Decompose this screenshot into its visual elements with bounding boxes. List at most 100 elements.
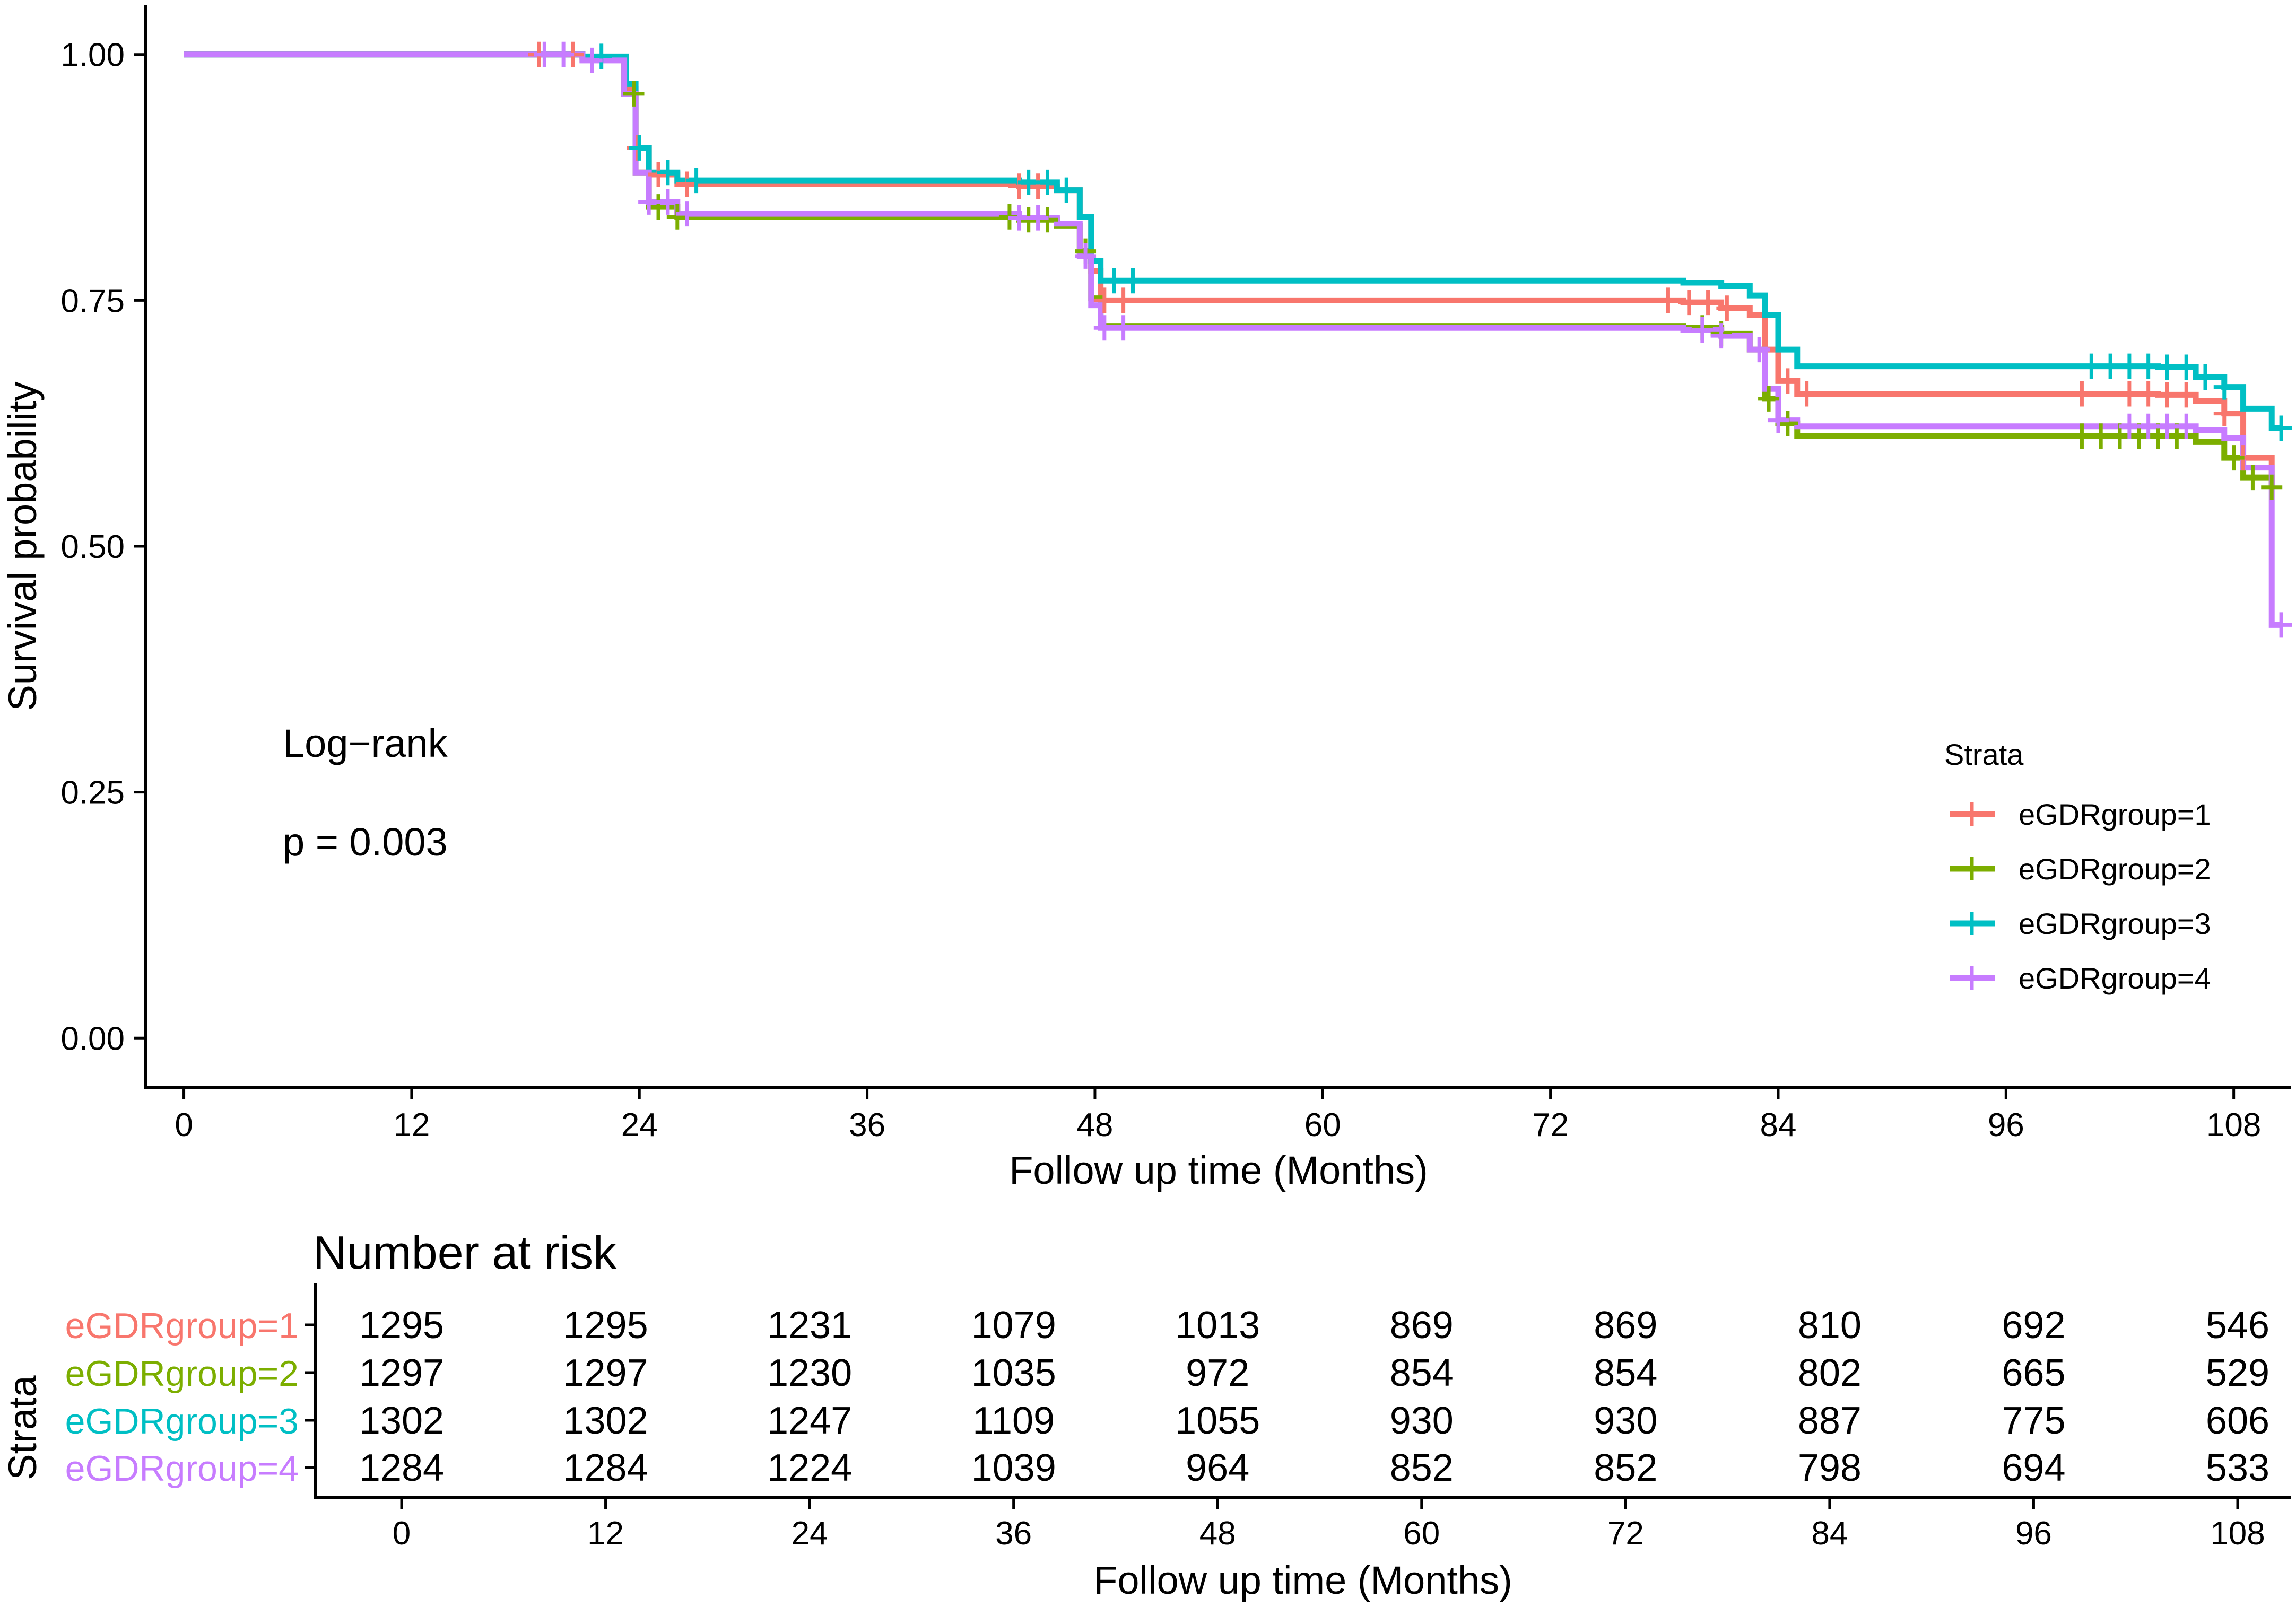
- risk-cell-1-84: 810: [1798, 1304, 1862, 1347]
- risk-cell-3-0: 1302: [359, 1400, 444, 1442]
- risk-cell-2-36: 1035: [971, 1352, 1056, 1394]
- censor-mark-4-14: [1749, 337, 1770, 363]
- risk-cell-3-36: 1109: [972, 1400, 1055, 1442]
- y-axis-ticks: 0.00 0.25 0.50 0.75 1.00: [60, 37, 146, 1057]
- log-rank-label: Log−rank: [283, 721, 448, 765]
- censor-mark-2-12: [2071, 423, 2093, 449]
- y-axis-title: Survival probability: [1, 381, 45, 711]
- risk-row-label-3: eGDRgroup=3: [65, 1401, 299, 1442]
- censor-mark-3-5: [1017, 169, 1039, 195]
- risk-x-tick-label-72: 72: [1607, 1515, 1644, 1552]
- risk-cell-1-96: 692: [2002, 1304, 2065, 1347]
- censor-mark-3-18: [2271, 415, 2292, 441]
- censor-mark-1-7: [1027, 173, 1049, 199]
- risk-row-label-4: eGDRgroup=4: [65, 1448, 299, 1489]
- censor-mark-4-12: [1691, 317, 1713, 343]
- risk-cell-2-48: 972: [1186, 1352, 1249, 1394]
- censor-mark-3-4: [685, 168, 707, 194]
- risk-cell-4-12: 1284: [563, 1447, 648, 1489]
- risk-cell-4-72: 852: [1594, 1447, 1657, 1489]
- x-tick-label-12: 12: [393, 1107, 430, 1143]
- censor-mark-2-6: [1037, 207, 1058, 233]
- risk-cell-1-108: 546: [2206, 1304, 2269, 1347]
- y-tick-label-0-75: 0.75: [60, 283, 125, 319]
- risk-x-tick-label-12: 12: [587, 1515, 624, 1552]
- risk-cell-4-36: 1039: [971, 1447, 1056, 1489]
- censor-mark-1-9: [1112, 287, 1134, 313]
- risk-cell-4-24: 1224: [767, 1447, 852, 1489]
- legend-entry-3: eGDRgroup=3: [1950, 907, 2211, 940]
- censor-mark-4-8: [1027, 205, 1049, 231]
- censor-mark-4-5: [657, 189, 679, 215]
- risk-cell-2-60: 854: [1390, 1352, 1454, 1394]
- risk-cell-1-0: 1295: [359, 1304, 444, 1347]
- legend-label-1: eGDRgroup=1: [2019, 798, 2211, 831]
- risk-cell-4-84: 798: [1798, 1447, 1862, 1489]
- risk-x-tick-label-36: 36: [995, 1515, 1032, 1552]
- risk-x-tick-label-0: 0: [393, 1515, 411, 1552]
- x-axis-ticks: 0 12 24 36 48 60 72 84 96 108: [175, 1087, 2261, 1143]
- survival-curve-1: [184, 51, 2275, 487]
- censor-mark-1-4: [648, 161, 669, 187]
- censor-mark-4-6: [676, 201, 698, 227]
- censor-mark-2-3: [666, 204, 688, 230]
- censor-mark-2-1: [623, 81, 645, 107]
- risk-cell-1-12: 1295: [563, 1304, 648, 1347]
- risk-x-tick-label-96: 96: [2015, 1515, 2052, 1552]
- y-tick-label-0: 0.00: [60, 1020, 125, 1057]
- legend-label-3: eGDRgroup=3: [2019, 907, 2211, 940]
- risk-cell-2-24: 1230: [767, 1352, 852, 1394]
- y-tick-label-1: 1.00: [60, 37, 125, 74]
- censor-mark-3-11: [2100, 353, 2121, 379]
- censor-mark-4-15: [1767, 407, 1789, 433]
- censor-mark-4-16: [2118, 413, 2140, 439]
- risk-cell-4-0: 1284: [359, 1447, 444, 1489]
- censor-mark-4-11: [1112, 315, 1134, 341]
- censor-mark-1-16: [2071, 381, 2093, 407]
- censor-mark-3-10: [2081, 353, 2102, 379]
- risk-cell-1-72: 869: [1594, 1304, 1657, 1347]
- censor-mark-2-13: [2090, 423, 2112, 449]
- censor-mark-1-5: [676, 171, 698, 197]
- risk-cell-2-0: 1297: [359, 1352, 444, 1394]
- censor-mark-3-9: [1122, 268, 1144, 294]
- survival-plot: 0.00 0.25 0.50 0.75 1.00 0 12 24 36 48 60 72 84 96 10…: [1, 5, 2292, 1192]
- risk-cell-1-60: 869: [1390, 1304, 1454, 1347]
- risk-cell-3-108: 606: [2206, 1400, 2269, 1442]
- censor-mark-3-16: [2194, 364, 2216, 390]
- censor-mark-3-8: [1103, 268, 1125, 294]
- survival-curves: [184, 51, 2282, 628]
- censor-mark-1-15: [1796, 381, 1817, 407]
- legend-label-4: eGDRgroup=4: [2019, 962, 2211, 995]
- x-tick-label-48: 48: [1076, 1107, 1113, 1143]
- y-tick-label-0-5: 0.50: [60, 529, 125, 565]
- risk-table-row-labels: eGDRgroup=1 eGDRgroup=2 eGDRgroup=3 eGDRgro…: [65, 1306, 316, 1489]
- risk-cell-3-84: 887: [1798, 1400, 1862, 1442]
- risk-table-title: Number at risk: [313, 1226, 617, 1279]
- survival-curve-2: [184, 51, 2275, 487]
- x-tick-label-24: 24: [621, 1107, 658, 1143]
- legend-entry-1: eGDRgroup=1: [1950, 798, 2211, 831]
- censor-mark-3-7: [1056, 177, 1077, 203]
- censor-mark-1-6: [1008, 173, 1030, 199]
- censor-mark-4-4: [638, 189, 660, 215]
- risk-x-tick-label-108: 108: [2210, 1515, 2265, 1552]
- x-tick-label-84: 84: [1760, 1107, 1796, 1143]
- censor-mark-3-6: [1037, 169, 1058, 195]
- risk-cell-2-96: 665: [2002, 1352, 2065, 1394]
- risk-cell-4-48: 964: [1186, 1447, 1249, 1489]
- censor-mark-4-9: [1075, 243, 1097, 269]
- legend-entry-2: eGDRgroup=2: [1950, 852, 2211, 886]
- censor-mark-1-11: [1678, 290, 1700, 316]
- risk-cell-3-60: 930: [1390, 1400, 1454, 1442]
- censor-mark-3-14: [2156, 354, 2178, 380]
- risk-cell-1-24: 1231: [767, 1304, 852, 1347]
- risk-cell-4-60: 852: [1390, 1447, 1454, 1489]
- risk-cell-1-36: 1079: [971, 1304, 1056, 1347]
- censor-mark-2-5: [1017, 207, 1039, 233]
- x-tick-label-96: 96: [1988, 1107, 2024, 1143]
- censor-marks: [528, 41, 2292, 638]
- risk-cell-3-48: 1055: [1175, 1400, 1260, 1442]
- censor-mark-1-19: [2156, 382, 2178, 408]
